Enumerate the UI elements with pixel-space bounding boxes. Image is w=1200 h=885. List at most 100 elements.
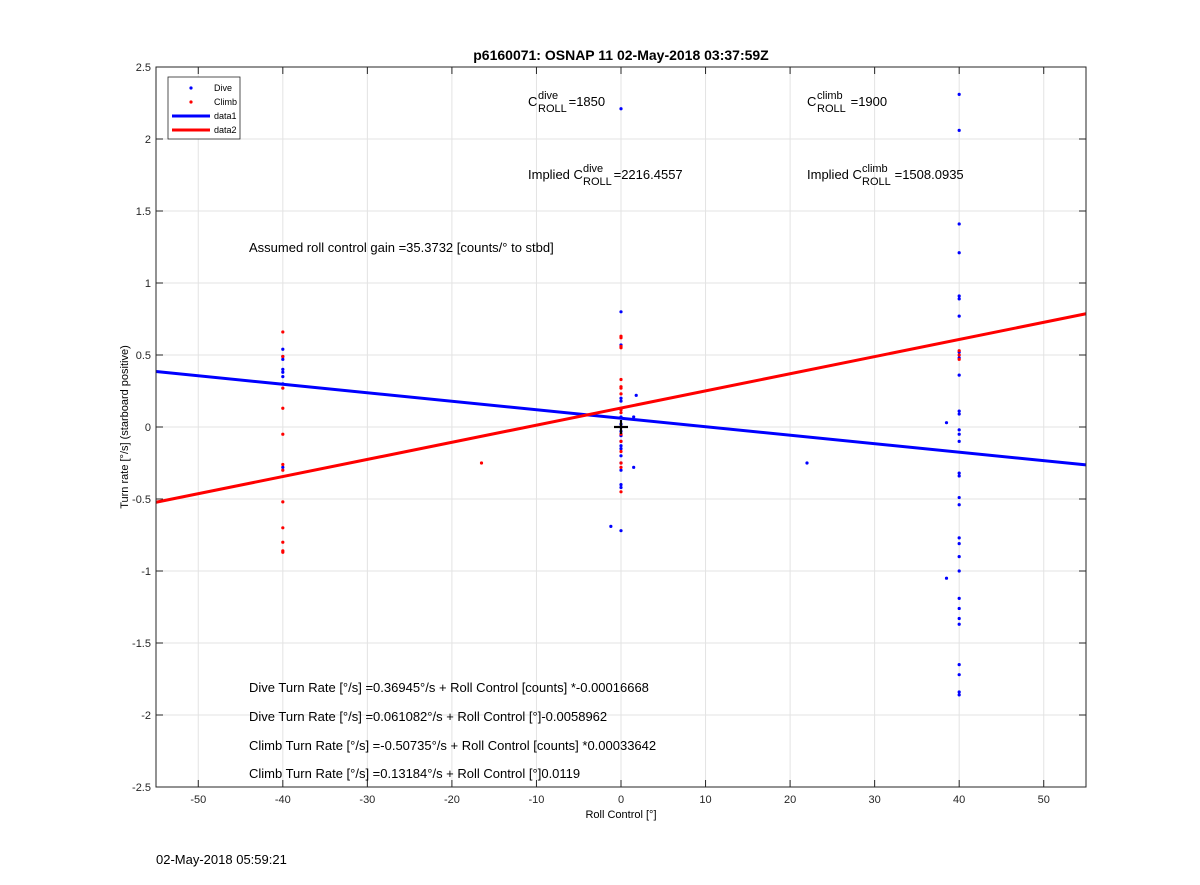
dive-point	[957, 222, 961, 226]
climb-point	[281, 468, 285, 472]
dive-point	[281, 375, 285, 379]
implied-climb-value: =1508.0935	[891, 167, 964, 182]
dive-point	[957, 693, 961, 697]
x-tick-label: -40	[275, 794, 291, 806]
x-tick-label: -10	[529, 794, 545, 806]
dive-point	[957, 373, 961, 377]
c-roll-dive-annotation: Cdive ROLL =1850	[528, 90, 605, 115]
implied-dive-sub: ROLL	[583, 176, 612, 188]
dive-point	[619, 444, 623, 448]
dive-point	[957, 616, 961, 621]
fit-line-data2	[155, 312, 1087, 504]
dive-point	[619, 396, 623, 400]
climb-point	[281, 540, 285, 544]
dive-point	[281, 465, 285, 469]
dive-point	[957, 673, 961, 677]
y-tick-label: -1	[141, 566, 151, 578]
dive-point	[957, 294, 961, 298]
c-roll-climb-sup: climb	[817, 90, 843, 102]
dive-point	[619, 468, 623, 472]
climb-point	[281, 406, 285, 410]
dive-point	[957, 471, 961, 475]
climb-point	[281, 432, 285, 436]
legend-label-climb: Climb	[214, 97, 237, 107]
climb-point	[619, 392, 623, 396]
y-tick-label: 2	[145, 134, 151, 146]
climb-point	[619, 346, 623, 350]
implied-c-roll-dive-annotation: Implied Cdive ROLL =2216.4557	[528, 163, 683, 188]
print-timestamp: 02-May-2018 05:59:21	[156, 852, 287, 867]
dive-point	[957, 542, 961, 546]
series-layer	[155, 92, 1087, 697]
y-tick-label: -2	[141, 710, 151, 722]
dive-point	[281, 357, 285, 361]
x-tick-label: -30	[359, 794, 375, 806]
implied-c-roll-climb-annotation: Implied Cclimb ROLL =1508.0935	[807, 163, 964, 188]
dive-point	[957, 428, 961, 432]
climb-point	[619, 336, 623, 340]
dive-point	[957, 536, 961, 540]
legend-marker-dive	[189, 86, 193, 90]
implied-climb-sub: ROLL	[862, 176, 891, 188]
dive-point	[957, 412, 961, 416]
climb-point	[619, 411, 623, 415]
implied-dive-prefix: Implied C	[528, 167, 583, 182]
y-tick-label: 0.5	[136, 350, 151, 362]
dive-point	[619, 310, 623, 314]
climb-point	[281, 462, 285, 467]
dive-point	[619, 107, 623, 111]
climb-point	[619, 490, 623, 494]
dive-point	[281, 347, 285, 351]
dive-point	[957, 439, 961, 443]
dive-point	[634, 393, 638, 397]
chart-title: p6160071: OSNAP 11 02-May-2018 03:37:59Z	[473, 47, 769, 63]
dive-point	[619, 485, 623, 490]
c-roll-dive-sup: dive	[538, 90, 558, 102]
dive-point	[957, 503, 961, 507]
climb-point	[619, 465, 623, 469]
dive-point	[957, 314, 961, 318]
implied-dive-value: =2216.4557	[610, 167, 683, 182]
y-tick-label: -2.5	[132, 782, 151, 794]
dive-point	[944, 421, 949, 425]
dive-point	[805, 461, 809, 465]
climb-point	[957, 357, 961, 361]
dive-point	[957, 596, 961, 600]
implied-climb-prefix: Implied C	[807, 167, 862, 182]
dive-point	[609, 524, 613, 528]
y-tick-label: -0.5	[132, 494, 151, 506]
climb-point	[479, 461, 484, 465]
dive-point	[957, 622, 961, 626]
c-roll-climb-annotation: Cclimb ROLL =1900	[807, 90, 887, 115]
dive-point	[957, 606, 961, 611]
y-tick-label: 1	[145, 278, 151, 290]
dive-point	[957, 432, 961, 436]
c-roll-dive-sub: ROLL	[538, 103, 567, 115]
dive-point	[281, 382, 285, 386]
dive-point	[944, 576, 949, 580]
climb-point	[619, 386, 623, 390]
dive-point	[957, 663, 961, 667]
dive-point	[619, 415, 623, 419]
x-tick-label: 0	[618, 794, 624, 806]
y-tick-label: 0	[145, 422, 151, 434]
climb-point	[281, 526, 285, 530]
dive-point	[619, 399, 623, 403]
dive-point	[957, 251, 961, 255]
dive-point	[957, 555, 961, 559]
climb-point	[619, 408, 623, 412]
legend-marker-climb	[189, 100, 193, 104]
climb-point	[957, 353, 961, 357]
dive-point	[957, 409, 961, 413]
climb-point	[281, 330, 285, 334]
climb-point	[619, 377, 623, 382]
equation-dive-degrees: Dive Turn Rate [°/s] =0.061082°/s + Roll…	[249, 709, 607, 724]
climb-point	[281, 386, 285, 390]
legend-items: Dive Climb data1 data2	[172, 83, 237, 135]
equation-dive-counts: Dive Turn Rate [°/s] =0.36945°/s + Roll …	[249, 680, 649, 695]
climb-point	[619, 439, 623, 443]
dive-point	[619, 529, 623, 533]
climb-point	[619, 449, 623, 454]
y-axis-label: Turn rate [°/s] (starboard positive)	[119, 345, 131, 509]
